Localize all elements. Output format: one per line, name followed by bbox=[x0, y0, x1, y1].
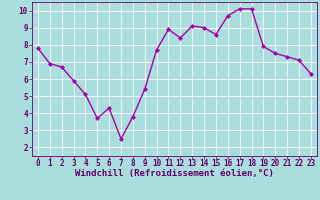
X-axis label: Windchill (Refroidissement éolien,°C): Windchill (Refroidissement éolien,°C) bbox=[75, 169, 274, 178]
